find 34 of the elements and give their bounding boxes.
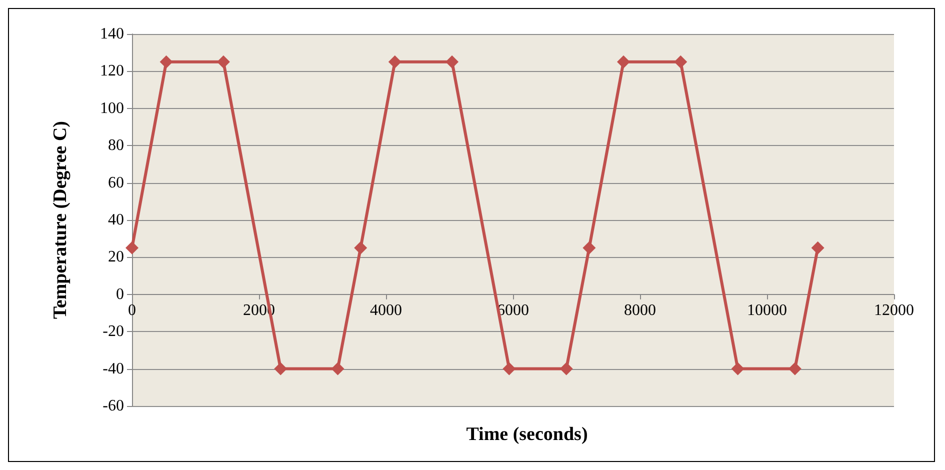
y-axis-title: Temperature (Degree C) (50, 120, 71, 320)
x-tick-label: 12000 (874, 302, 914, 319)
x-tick-label: 0 (128, 302, 136, 319)
y-tick-label: -20 (102, 323, 124, 340)
point (731, 362, 744, 376)
point (560, 362, 573, 376)
x-tick-label: 4000 (370, 302, 402, 319)
point (811, 241, 824, 254)
point (788, 362, 802, 376)
y-tick-label: 20 (108, 248, 124, 266)
y-tick-label: 140 (100, 26, 124, 42)
x-tick-label: 8000 (624, 302, 656, 319)
point (582, 241, 596, 254)
point (160, 55, 173, 68)
point (274, 362, 288, 376)
y-tick-label: -40 (102, 360, 124, 378)
x-axis-title: Time (seconds) (466, 424, 588, 445)
point (674, 55, 688, 68)
y-tick-label: -60 (102, 398, 124, 414)
point (616, 55, 630, 68)
y-tick-label: 100 (100, 100, 124, 117)
y-tick-label: 60 (108, 174, 124, 192)
point (126, 241, 138, 254)
point (446, 55, 459, 68)
point (502, 362, 516, 376)
point (216, 55, 230, 68)
y-tick-label: 0 (116, 286, 124, 303)
x-tick-label: 10000 (747, 302, 787, 319)
y-tick-label: 120 (100, 62, 124, 80)
point (354, 241, 368, 254)
point (331, 362, 344, 376)
y-tick-label: 40 (108, 212, 124, 228)
y-tick-label: 80 (108, 137, 124, 154)
point (388, 55, 402, 68)
